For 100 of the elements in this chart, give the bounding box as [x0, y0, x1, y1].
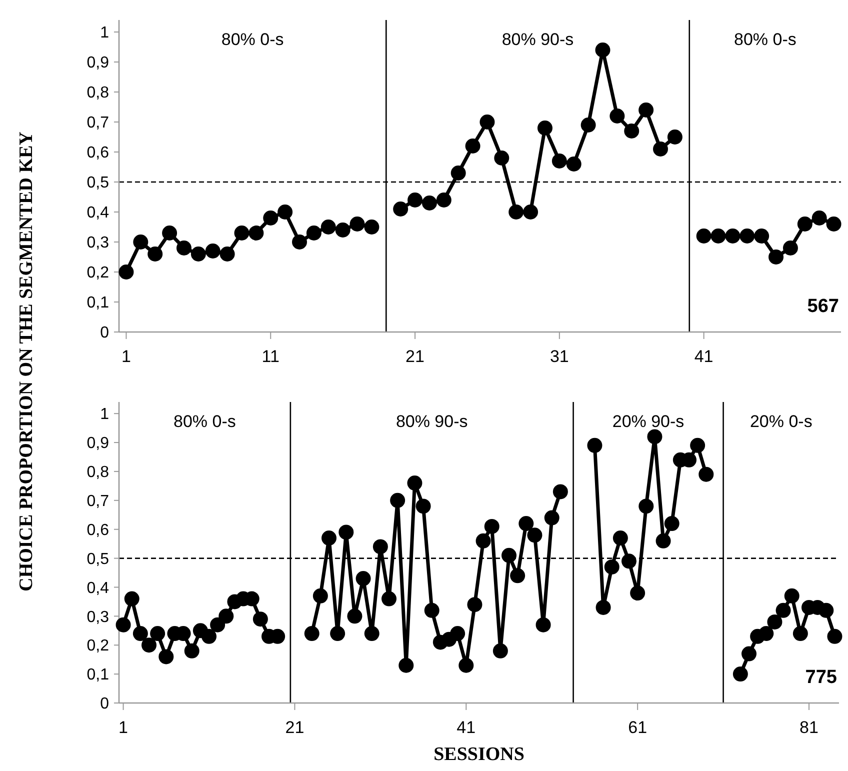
point	[202, 628, 216, 644]
point	[818, 602, 834, 618]
point	[124, 591, 140, 606]
annotation: 20% 0-s	[750, 412, 812, 431]
point	[624, 124, 640, 138]
point	[544, 510, 560, 526]
point	[698, 466, 714, 482]
point	[767, 614, 782, 630]
y-tick-label: 0,9	[86, 54, 110, 72]
y-tick-label: 0,7	[86, 114, 110, 132]
point	[148, 246, 163, 262]
y-tick-label: 0	[100, 696, 110, 713]
point	[416, 498, 431, 514]
point	[450, 166, 466, 180]
x-tick-label: 61	[628, 718, 648, 737]
point	[580, 118, 596, 132]
point	[184, 643, 200, 658]
point	[424, 602, 440, 618]
y-tick-label: 0,7	[86, 493, 110, 510]
point	[537, 120, 552, 136]
point	[142, 638, 156, 653]
point	[740, 228, 755, 244]
y-tick-label: 0,5	[86, 550, 110, 568]
point	[347, 608, 362, 624]
point	[162, 226, 178, 240]
point	[696, 228, 712, 244]
point	[510, 568, 526, 584]
point	[436, 192, 452, 208]
point	[826, 216, 842, 232]
point	[776, 602, 791, 618]
point	[393, 202, 408, 216]
x-tick-label: 31	[550, 347, 569, 366]
point	[372, 539, 388, 554]
point	[610, 108, 625, 124]
point	[792, 626, 808, 642]
point	[133, 234, 148, 250]
y-tick-label: 0,4	[86, 580, 110, 597]
y-tick-label: 0,1	[86, 666, 110, 684]
point	[552, 484, 568, 500]
point	[382, 591, 396, 606]
point	[622, 554, 636, 569]
x-tick-label: 1	[118, 718, 128, 737]
point	[587, 438, 602, 453]
point	[536, 617, 551, 632]
point	[205, 244, 220, 258]
y-tick-label: 0,4	[86, 204, 110, 222]
point	[306, 226, 322, 240]
point	[656, 533, 671, 548]
y-tick-label: 0,2	[86, 638, 110, 655]
y-tick-label: 0,1	[86, 294, 110, 312]
point	[664, 516, 680, 532]
point	[797, 216, 812, 232]
point	[304, 626, 320, 642]
annotation: 80% 0-s	[174, 412, 236, 431]
point	[638, 498, 654, 514]
annotation: 567	[807, 296, 839, 317]
point	[732, 666, 748, 682]
point	[552, 154, 567, 168]
annotation: 775	[805, 667, 838, 688]
point	[523, 204, 538, 220]
x-tick-label: 41	[694, 347, 714, 366]
point	[450, 626, 466, 642]
point	[667, 130, 682, 144]
point	[330, 626, 346, 642]
point	[335, 222, 350, 238]
y-tick-label: 0,3	[86, 608, 110, 626]
point	[422, 196, 437, 210]
point	[338, 524, 354, 540]
x-tick-label: 41	[456, 718, 476, 737]
point	[758, 626, 774, 642]
point	[653, 142, 668, 156]
point	[356, 571, 371, 586]
point	[465, 138, 480, 154]
point	[116, 617, 131, 632]
point	[350, 216, 365, 232]
point	[612, 530, 628, 546]
point	[234, 226, 250, 240]
point	[604, 559, 620, 574]
point	[742, 646, 756, 662]
point	[476, 533, 491, 548]
point	[527, 528, 542, 543]
point	[176, 240, 192, 256]
annotation: 80% 90-s	[396, 412, 468, 431]
point	[364, 626, 380, 642]
point	[312, 588, 328, 604]
x-axis-title: SESSIONS	[434, 744, 524, 765]
point	[566, 156, 582, 172]
point	[248, 226, 264, 240]
point	[492, 643, 508, 658]
y-tick-label: 0,9	[86, 435, 110, 452]
point	[690, 438, 706, 453]
x-tick-label: 21	[285, 718, 304, 737]
point	[596, 600, 611, 615]
point	[218, 608, 234, 624]
point	[812, 210, 827, 226]
point	[278, 204, 293, 220]
point	[480, 114, 495, 130]
point	[467, 597, 482, 612]
point	[638, 102, 654, 118]
y-tick-label: 0	[100, 324, 110, 342]
